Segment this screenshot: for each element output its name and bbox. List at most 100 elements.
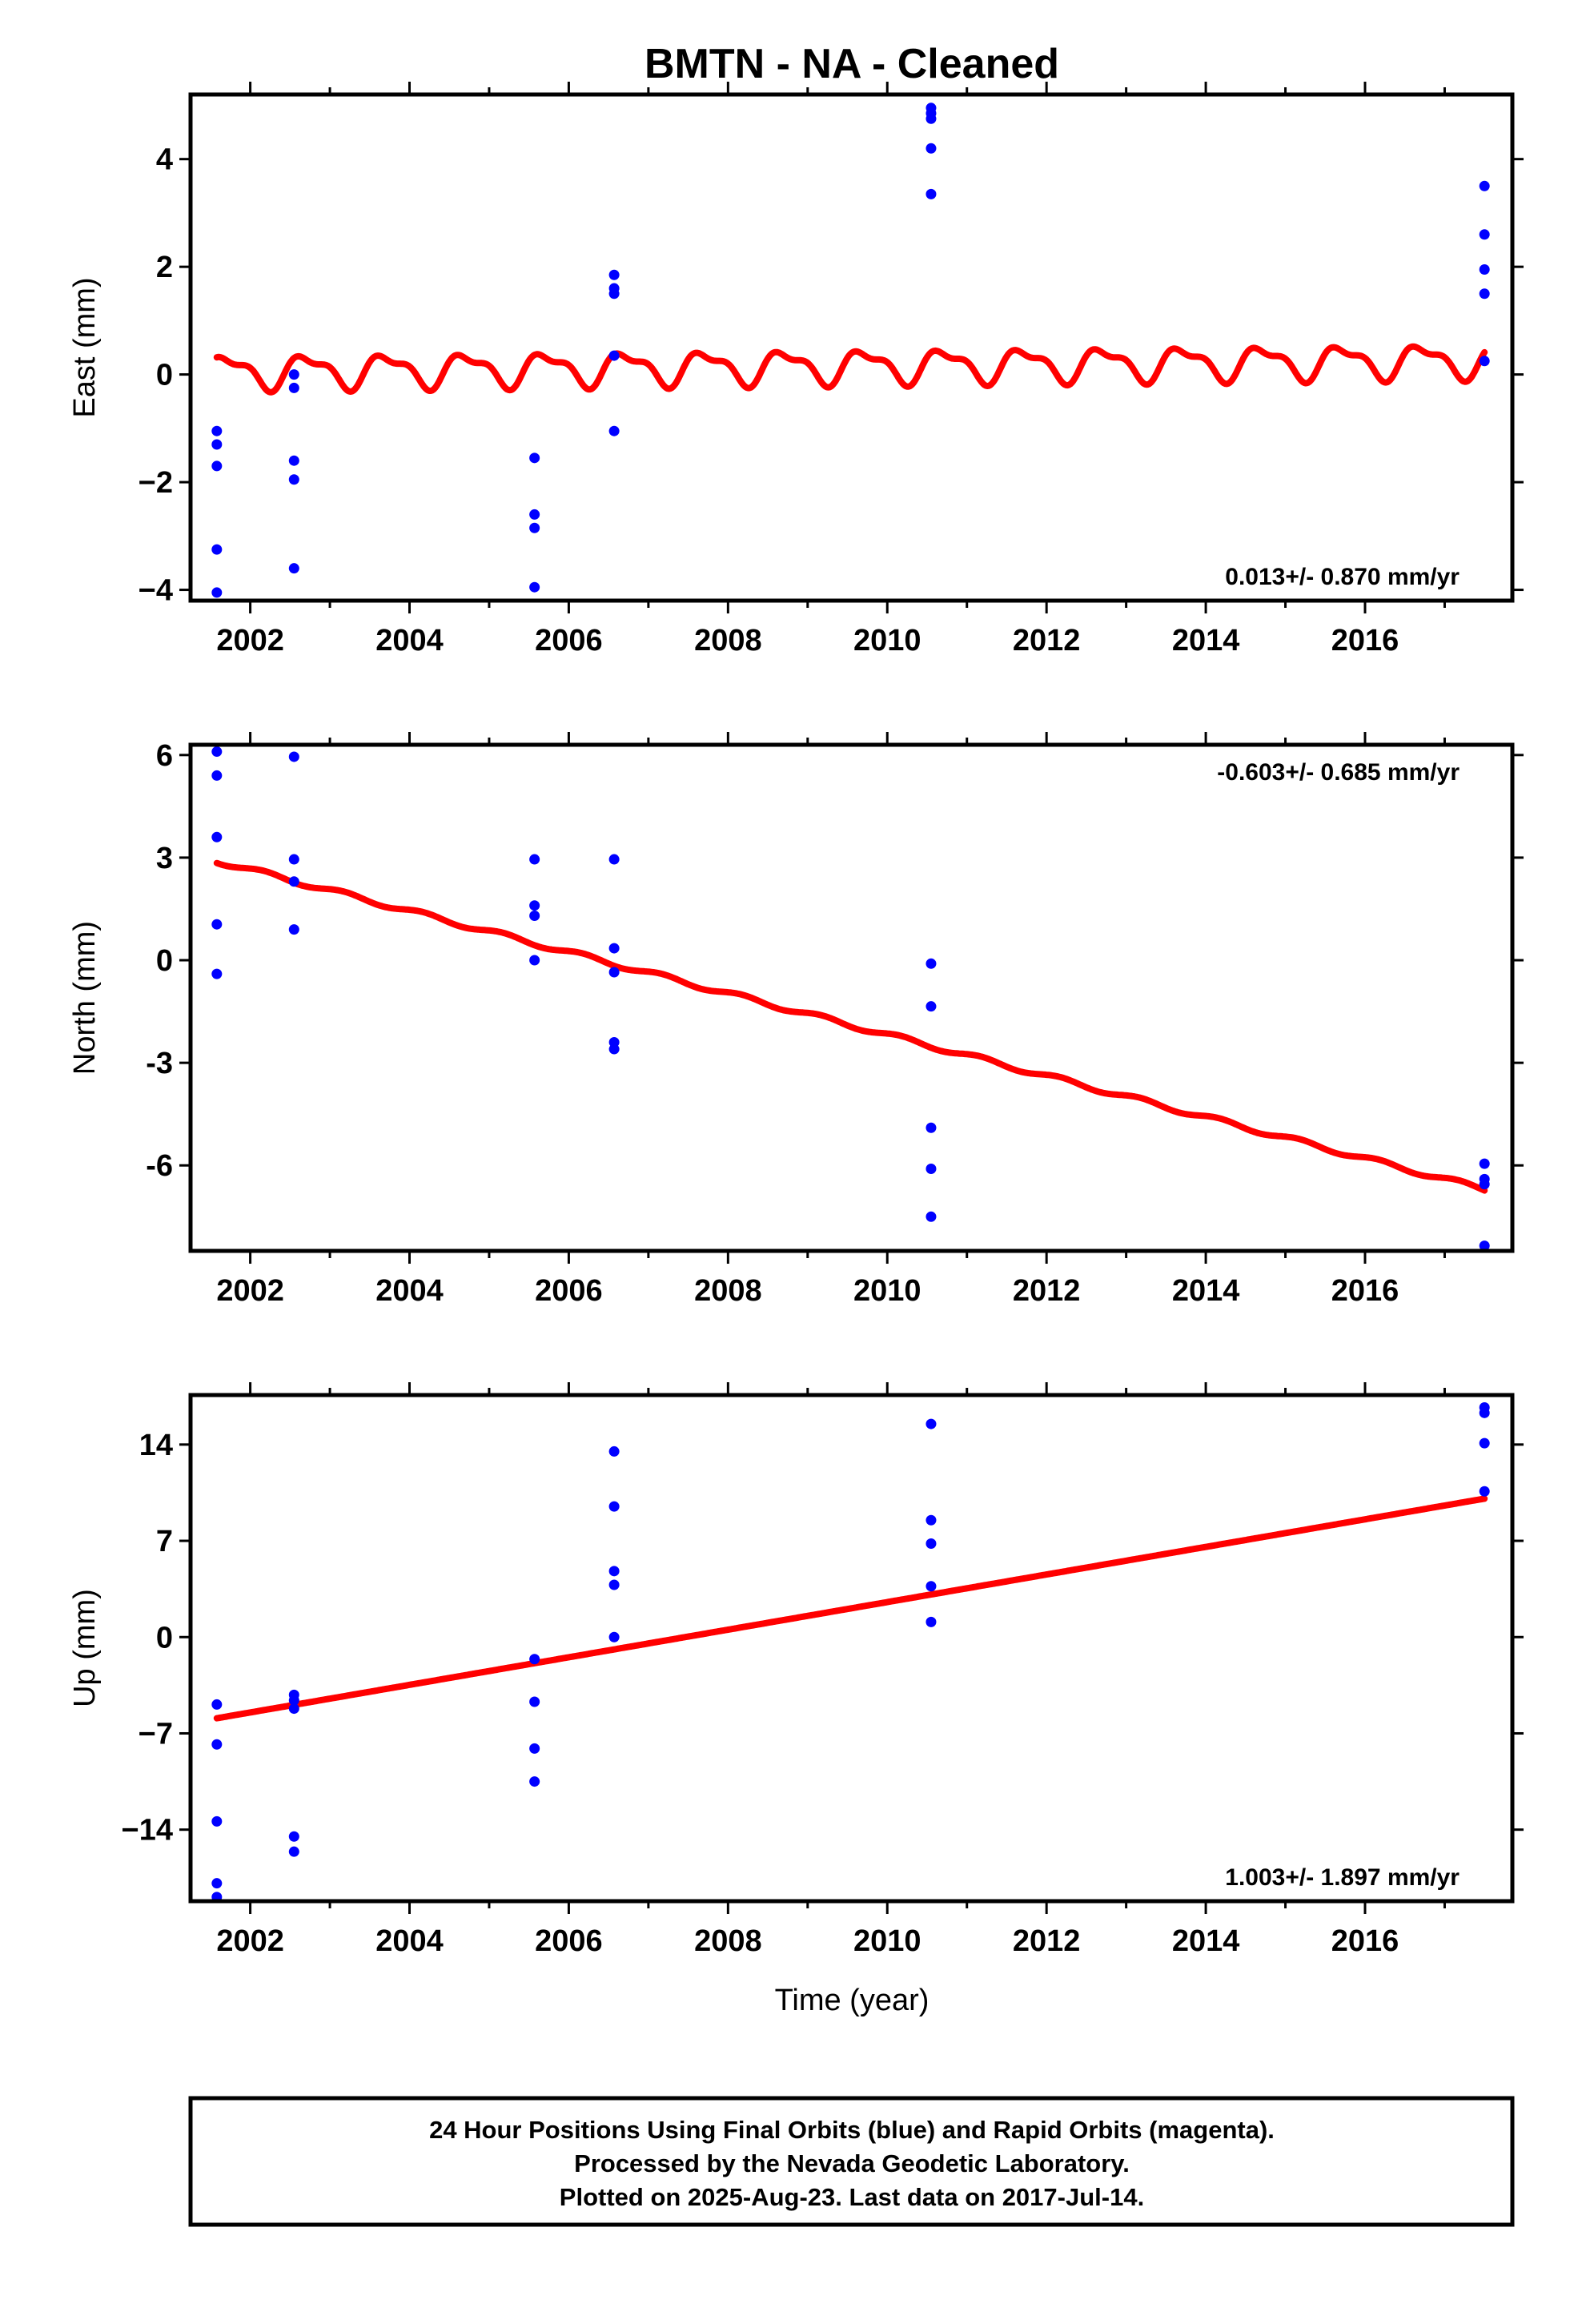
up-data-point <box>926 1418 937 1429</box>
east-data-point <box>529 522 540 533</box>
north-ytick-label: -3 <box>146 1047 173 1080</box>
north-data-point <box>1479 1158 1490 1169</box>
up-xtick-label: 2008 <box>694 1924 762 1958</box>
north-data-point <box>1479 1179 1490 1190</box>
up-ytick-label: 0 <box>156 1621 173 1655</box>
up-y-axis-label: Up (mm) <box>68 1589 102 1707</box>
north-data-point <box>608 967 620 978</box>
north-data-point <box>288 876 299 887</box>
up-data-point <box>608 1579 620 1590</box>
up-data-point <box>288 1695 299 1706</box>
up-data-point <box>1479 1437 1490 1449</box>
up-data-point <box>608 1445 620 1457</box>
east-xtick-label: 2004 <box>375 624 444 657</box>
east-data-point <box>288 369 299 380</box>
north-xtick-label: 2016 <box>1331 1274 1399 1308</box>
east-data-point <box>926 188 937 199</box>
up-model-line <box>213 1495 1488 1722</box>
north-data-point <box>926 1211 937 1222</box>
north-data-point <box>211 746 223 758</box>
north-model-line <box>213 859 1488 1194</box>
up-data-point <box>211 1878 223 1889</box>
up-xtick-label: 2010 <box>853 1924 921 1958</box>
up-ytick-label: −7 <box>139 1717 173 1751</box>
north-data-point <box>288 854 299 865</box>
north-data-point <box>529 911 540 922</box>
up-data-point <box>926 1616 937 1627</box>
east-data-point <box>211 425 223 436</box>
east-data-point <box>211 587 223 598</box>
up-data-point <box>608 1631 620 1642</box>
up-data-point <box>926 1538 937 1549</box>
up-data-point <box>1479 1407 1490 1418</box>
up-xtick-label: 2002 <box>216 1924 284 1958</box>
north-data-point <box>211 770 223 781</box>
up-xtick-label: 2012 <box>1013 1924 1081 1958</box>
east-data-point <box>926 113 937 124</box>
up-xtick-label: 2014 <box>1172 1924 1240 1958</box>
east-data-point <box>288 563 299 574</box>
east-xtick-label: 2008 <box>694 624 762 657</box>
north-panel: -6 -3 0 3 6 2002 2004 2006 2008 2010 2012 2014 2016 N… <box>68 732 1524 1308</box>
east-y-axis-label: East (mm) <box>68 277 102 417</box>
up-ytick-label: 7 <box>156 1525 173 1558</box>
north-data-point <box>608 854 620 865</box>
north-data-point <box>288 751 299 762</box>
east-model-line <box>213 343 1488 396</box>
east-plot-area <box>211 103 1490 598</box>
east-data-point <box>608 288 620 300</box>
north-data-point <box>926 1001 937 1012</box>
north-xtick-label: 2010 <box>853 1274 921 1308</box>
up-data-point <box>608 1501 620 1512</box>
north-data-point <box>211 831 223 842</box>
east-data-point <box>1479 180 1490 191</box>
east-data-point <box>608 269 620 280</box>
up-data-point <box>608 1566 620 1577</box>
east-data-point <box>608 425 620 436</box>
north-data-point <box>926 1122 937 1133</box>
north-xtick-label: 2006 <box>535 1274 603 1308</box>
footer-line-2: Processed by the Nevada Geodetic Laborat… <box>574 2149 1130 2177</box>
north-data-point <box>211 968 223 979</box>
north-data-point <box>529 955 540 966</box>
north-data-point <box>288 924 299 935</box>
east-data-point <box>288 382 299 393</box>
north-ytick-label: 0 <box>156 944 173 978</box>
up-xtick-label: 2004 <box>375 1924 444 1958</box>
north-data-point <box>926 958 937 969</box>
up-data-point <box>529 1696 540 1707</box>
north-y-axis-label: North (mm) <box>68 921 102 1075</box>
up-data-point <box>926 1514 937 1526</box>
east-xtick-label: 2010 <box>853 624 921 657</box>
east-xtick-label: 2002 <box>216 624 284 657</box>
north-data-point <box>211 919 223 930</box>
north-ytick-label: 6 <box>156 739 173 773</box>
east-data-point <box>288 455 299 466</box>
north-data-point <box>1479 1240 1490 1251</box>
east-xtick-label: 2016 <box>1331 624 1399 657</box>
east-panel: −4 −2 0 2 4 2002 2004 2006 2008 2010 2012 2014 2016 E… <box>68 82 1524 657</box>
east-xtick-label: 2014 <box>1172 624 1240 657</box>
up-data-point <box>529 1776 540 1787</box>
north-ytick-label: -6 <box>146 1149 173 1183</box>
east-ytick-label: 2 <box>156 251 173 284</box>
east-data-point <box>1479 229 1490 240</box>
north-xtick-label: 2004 <box>375 1274 444 1308</box>
east-data-point <box>211 544 223 555</box>
footer-line-1: 24 Hour Positions Using Final Orbits (bl… <box>429 2116 1275 2144</box>
up-data-point <box>211 1815 223 1827</box>
north-xtick-label: 2014 <box>1172 1274 1240 1308</box>
up-data-point <box>288 1846 299 1857</box>
east-data-point <box>926 143 937 154</box>
north-xtick-label: 2008 <box>694 1274 762 1308</box>
north-xtick-label: 2012 <box>1013 1274 1081 1308</box>
east-data-point <box>1479 356 1490 367</box>
up-data-point <box>529 1743 540 1754</box>
up-data-point <box>1479 1486 1490 1497</box>
east-frame <box>188 92 1515 603</box>
east-data-point <box>529 452 540 464</box>
x-axis-label: Time (year) <box>775 1984 930 2017</box>
east-data-point <box>529 509 540 520</box>
up-data-point <box>211 1892 223 1901</box>
